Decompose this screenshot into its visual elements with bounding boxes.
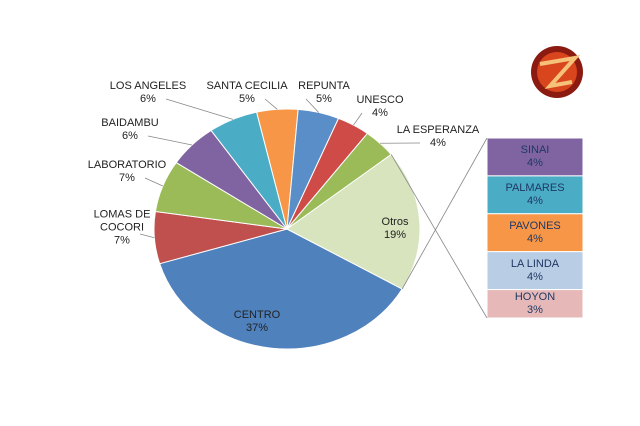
data-label: LABORATORIO 7% <box>88 159 166 185</box>
data-label: SINAI 4% <box>521 144 550 170</box>
data-label: PALMARES 4% <box>505 182 564 208</box>
category-label: LABORATORIO <box>87 159 167 171</box>
leader-line <box>147 135 193 146</box>
connector <box>401 137 488 290</box>
category-label: LOMAS DE COCORI <box>93 208 151 234</box>
category-label: BAIDAMBU <box>101 117 159 129</box>
category-label: LA LINDA <box>510 257 560 270</box>
value-label: 4% <box>527 156 543 169</box>
category-label: LOS ANGELES <box>109 80 187 92</box>
value-label: 4% <box>372 107 388 119</box>
bar-segment <box>486 289 584 319</box>
value-label: 7% <box>119 172 135 184</box>
leader-line <box>264 98 278 110</box>
data-label: REPUNTA 5% <box>298 80 350 106</box>
category-label: SANTA CECILIA <box>206 80 288 92</box>
value-label: 4% <box>527 270 543 283</box>
leader-line <box>139 233 155 239</box>
category-label: UNESCO <box>356 94 404 106</box>
connector <box>390 154 488 319</box>
leader-line <box>144 177 163 187</box>
category-label: CENTRO <box>233 309 281 321</box>
data-label: HOYON 3% <box>515 291 555 317</box>
value-label: 4% <box>430 137 446 149</box>
category-label: PAVONES <box>509 219 561 232</box>
bar-segment <box>486 137 584 177</box>
value-label: 4% <box>527 232 543 245</box>
value-label: 4% <box>527 194 543 207</box>
data-label: Otros 19% <box>382 216 409 242</box>
category-label: REPUNTA <box>298 80 350 92</box>
category-label: PALMARES <box>505 181 565 194</box>
data-label: PAVONES 4% <box>509 220 561 246</box>
leader-line <box>353 112 363 126</box>
logo <box>531 46 583 98</box>
pie-slice <box>159 228 403 350</box>
data-label: UNESCO 4% <box>356 94 403 120</box>
bar-segment <box>486 251 584 291</box>
bar-segment <box>486 175 584 215</box>
data-label: CENTRO 37% <box>234 309 280 335</box>
value-label: 6% <box>140 93 156 105</box>
leader-line <box>165 98 234 120</box>
value-label: 19% <box>383 229 407 241</box>
data-label: LA LINDA 4% <box>511 258 559 284</box>
category-label: SINAI <box>520 143 550 156</box>
category-label: HOYON <box>514 290 556 303</box>
data-label: LOMAS DE COCORI 7% <box>87 209 157 248</box>
value-label: 7% <box>114 234 130 247</box>
value-label: 3% <box>527 303 543 316</box>
value-label: 5% <box>239 93 255 105</box>
data-label: SANTA CECILIA 5% <box>206 80 287 106</box>
data-label: LOS ANGELES 6% <box>110 80 186 106</box>
data-label: LA ESPERANZA 4% <box>397 124 480 150</box>
leader-line <box>305 98 320 113</box>
value-label: 37% <box>245 322 269 334</box>
value-label: 6% <box>122 130 138 142</box>
category-label: LA ESPERANZA <box>396 124 480 136</box>
data-label: BAIDAMBU 6% <box>101 117 158 143</box>
category-label: Otros <box>381 216 409 228</box>
value-label: 5% <box>316 93 332 105</box>
